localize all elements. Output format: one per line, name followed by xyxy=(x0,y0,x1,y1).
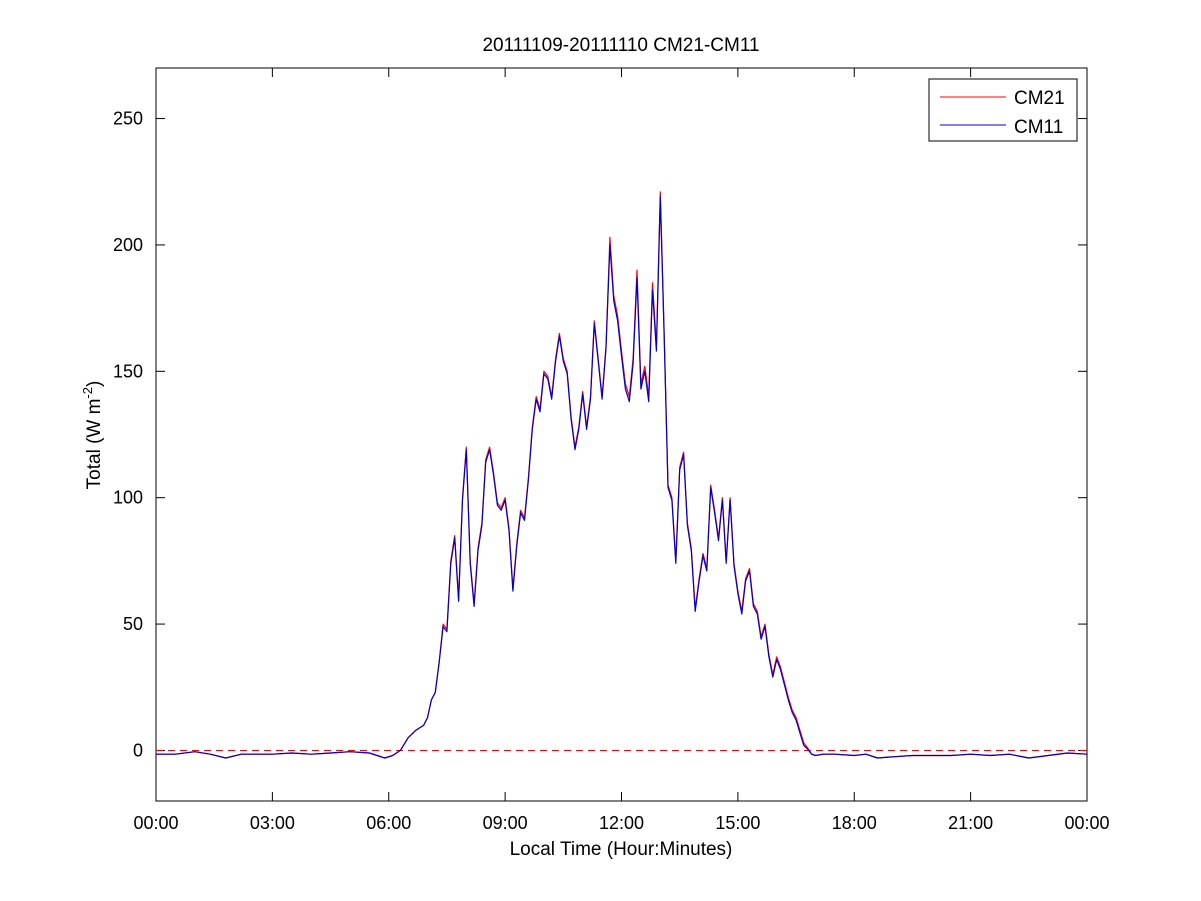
legend-box xyxy=(928,78,1078,142)
chart-title: 20111109-20111110 CM21-CM11 xyxy=(482,35,759,56)
y-tick-label: 250 xyxy=(113,109,143,129)
x-tick-label: 18:00 xyxy=(832,813,877,833)
x-axis-ticks: 00:00 03:00 06:00 09:00 12:00 15:00 18:00 21:00… xyxy=(133,68,1110,833)
y-tick-label: 50 xyxy=(123,614,143,634)
series-line-cm11 xyxy=(156,196,1088,759)
plot-area xyxy=(155,67,1088,802)
y-axis-ticks: 0 50 100 150 200 250 xyxy=(113,109,1087,760)
legend-label-cm11: CM11 xyxy=(1014,117,1063,138)
y-axis-label-suffix: ) xyxy=(84,381,105,387)
series-lines xyxy=(156,191,1088,759)
y-tick-label: 200 xyxy=(113,235,143,255)
y-tick-label: 100 xyxy=(113,488,143,508)
y-axis-label: Total (W m-2) xyxy=(80,381,105,490)
legend-label-cm21: CM21 xyxy=(1014,88,1065,109)
x-tick-label: 09:00 xyxy=(483,813,528,833)
y-tick-label: 150 xyxy=(113,361,143,381)
y-tick-label: 0 xyxy=(133,740,143,760)
x-axis-label: Local Time (Hour:Minutes) xyxy=(510,839,733,860)
x-tick-label: 06:00 xyxy=(366,813,411,833)
x-tick-label: 21:00 xyxy=(948,813,993,833)
x-tick-label: 00:00 xyxy=(1064,813,1109,833)
y-axis-label-prefix: Total (W m xyxy=(84,399,105,490)
legend: CM21 CM11 xyxy=(928,78,1078,142)
y-axis-label-superscript: -2 xyxy=(80,387,95,399)
x-tick-label: 12:00 xyxy=(599,813,644,833)
x-tick-label: 00:00 xyxy=(133,813,178,833)
x-tick-label: 15:00 xyxy=(715,813,760,833)
x-tick-label: 03:00 xyxy=(250,813,295,833)
